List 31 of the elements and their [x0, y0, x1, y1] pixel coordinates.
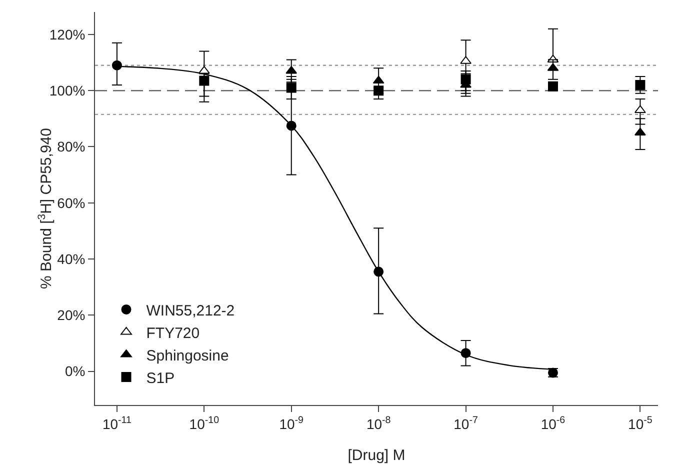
y-tick-label: 120%: [49, 26, 86, 42]
legend-label: FTY720: [146, 324, 200, 342]
point: [635, 80, 646, 90]
y-tick-label: 0%: [64, 363, 86, 380]
legend-label: WIN55,212-2: [146, 302, 235, 320]
x-tick-label: 10$^{-6}$: [540, 414, 566, 432]
point: [372, 76, 384, 84]
legend-label: Sphingosine: [146, 347, 229, 364]
x-tick-label: 10$^{-7}$: [454, 414, 478, 432]
y-tick-label: 100%: [49, 82, 86, 98]
y-tick-label: 80%: [57, 138, 86, 155]
point: [198, 66, 210, 74]
x-tick-label: 10$^{-5}$: [628, 414, 653, 432]
y-tick-label: 20%: [57, 307, 86, 324]
x-tick-label: 10$^{-9}$: [279, 414, 304, 432]
x-axis-title: [Drug] M: [348, 447, 406, 464]
point: [460, 348, 471, 358]
x-tick-label: 10$^{-11}$: [102, 414, 132, 432]
point: [286, 120, 296, 131]
x-tick-label: 10$^{-10}$: [189, 414, 220, 432]
point: [286, 82, 296, 93]
y-tick-label: 40%: [57, 250, 86, 267]
point: [199, 76, 210, 86]
point: [460, 74, 471, 84]
y-tick-label: 60%: [57, 194, 86, 211]
legend-label: S1P: [146, 370, 175, 387]
point: [374, 266, 384, 277]
x-tick-label: 10$^{-8}$: [366, 414, 392, 432]
point: [286, 66, 298, 74]
point: [112, 60, 122, 70]
point: [374, 86, 384, 96]
